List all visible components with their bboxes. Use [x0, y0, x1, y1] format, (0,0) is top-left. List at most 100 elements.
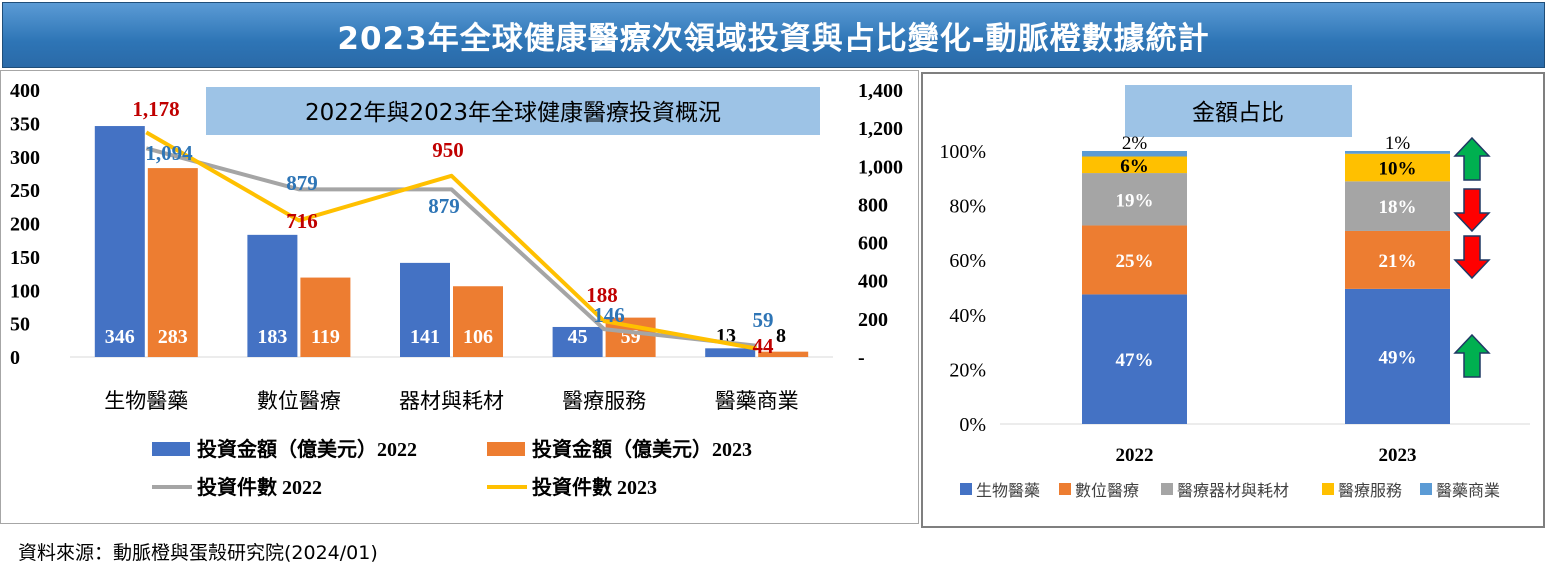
legend-swatch	[152, 442, 190, 456]
line-label-2023: 44	[753, 334, 775, 358]
bar-2022	[94, 126, 145, 357]
segment-label: 47%	[1116, 350, 1154, 371]
bar-label-2023: 283	[158, 326, 188, 348]
category-label: 醫療服務	[562, 389, 646, 413]
y-right-tick: 800	[858, 194, 888, 216]
chart-title: 2022年與2023年全球健康醫療投資概況	[305, 100, 721, 126]
line-label-2023: 716	[286, 209, 318, 233]
y-left-tick: 250	[10, 180, 40, 202]
y-tick: 60%	[949, 250, 986, 272]
stack-segment	[1345, 288, 1450, 424]
bar-2022	[705, 348, 756, 357]
legend-label: 醫藥商業	[1436, 481, 1500, 500]
category-label: 器材與耗材	[399, 389, 504, 413]
legend-label: 醫療器材與耗材	[1177, 481, 1289, 500]
y-left-tick: 300	[10, 147, 40, 169]
y-right-tick: 400	[858, 271, 888, 293]
bar-2023	[300, 277, 351, 357]
arrow-up-icon	[1453, 136, 1491, 181]
y-tick: 100%	[939, 141, 986, 163]
legend-swatch	[960, 483, 972, 495]
legend-label: 醫療服務	[1338, 481, 1402, 500]
page-title-banner: 2023年全球健康醫療次領域投資與占比變化-動脈橙數據統計	[2, 2, 1545, 68]
line-label-2022: 879	[428, 194, 460, 218]
segment-label: 25%	[1116, 251, 1154, 272]
line-label-2022: 879	[286, 171, 318, 195]
stack-segment	[1082, 151, 1187, 157]
y-left-tick: 200	[10, 214, 40, 236]
y-left-tick: 0	[10, 347, 20, 369]
legend-swatch	[1420, 483, 1432, 495]
y-right-tick: 1,000	[858, 156, 903, 178]
bar-2023	[758, 351, 809, 357]
category-label: 數位醫療	[257, 389, 341, 413]
y-right-tick: -	[858, 347, 865, 369]
bar-label-2023: 106	[463, 326, 493, 348]
arrow-down-icon	[1453, 235, 1491, 280]
category-label: 生物醫藥	[104, 389, 188, 413]
chart-title: 金額占比	[1192, 100, 1284, 126]
line-label-2023: 950	[432, 138, 464, 162]
segment-label: 18%	[1379, 197, 1417, 218]
legend-label: 數位醫療	[1075, 481, 1139, 500]
legend-swatch	[487, 442, 525, 456]
y-left-tick: 350	[10, 113, 40, 135]
y-right-tick: 1,200	[858, 118, 903, 140]
y-tick: 40%	[949, 305, 986, 327]
bar-label-2022: 346	[105, 326, 135, 348]
bar-label-2023: 119	[311, 326, 340, 348]
segment-label: 49%	[1379, 347, 1417, 368]
line-label-2022: 1,094	[145, 141, 193, 165]
source-note: 資料來源：動脈橙與蛋殼研究院(2024/01)	[18, 542, 378, 564]
bar-2023	[147, 168, 198, 357]
bar-2022	[552, 326, 603, 357]
stack-segment	[1345, 230, 1450, 289]
line-label-2022: 59	[753, 308, 774, 332]
bar-2023	[453, 286, 503, 357]
line-2022	[145, 146, 757, 348]
stack-segment	[1345, 181, 1450, 231]
stack-segment	[1345, 151, 1450, 154]
legend-swatch	[1322, 483, 1334, 495]
line-2023	[145, 130, 758, 351]
y-right-tick: 1,400	[858, 80, 903, 102]
bar-label-2022: 45	[568, 326, 588, 348]
segment-label: 10%	[1379, 159, 1417, 180]
category-label: 2022	[1116, 445, 1154, 466]
segment-label: 2%	[1122, 133, 1148, 154]
legend-swatch	[1161, 483, 1173, 495]
stack-segment	[1082, 173, 1187, 226]
legend-label: 投資件數 2022	[197, 475, 322, 499]
y-right-tick: 600	[858, 233, 888, 255]
bar-2022	[400, 262, 450, 357]
stack-segment	[1082, 156, 1187, 174]
y-tick: 20%	[949, 359, 986, 381]
stack-segment	[1345, 153, 1450, 182]
chart-title-box	[206, 87, 820, 135]
segment-label: 6%	[1120, 156, 1149, 177]
category-label: 2023	[1379, 445, 1417, 466]
y-left-tick: 400	[10, 80, 40, 102]
y-left-tick: 100	[10, 280, 40, 302]
bar-label-2023: 8	[776, 325, 786, 347]
line-label-2023: 188	[586, 283, 618, 307]
segment-label: 21%	[1379, 251, 1417, 272]
page-title: 2023年全球健康醫療次領域投資與占比變化-動脈橙數據統計	[337, 20, 1210, 57]
chart-title-box	[1125, 85, 1352, 137]
arrow-down-icon	[1453, 188, 1491, 233]
bar-label-2022: 141	[410, 326, 440, 348]
arrow-up-icon	[1453, 333, 1491, 378]
stack-segment	[1082, 294, 1187, 424]
legend-label: 投資金額（億美元）2022	[197, 437, 417, 461]
y-left-tick: 150	[10, 247, 40, 269]
legend-label: 投資金額（億美元）2023	[532, 437, 752, 461]
line-label-2022: 146	[593, 303, 625, 327]
y-right-tick: 200	[858, 309, 888, 331]
bar-2022	[247, 234, 298, 357]
line-label-2023: 1,178	[132, 97, 179, 121]
y-left-tick: 50	[10, 314, 30, 336]
legend-label: 生物醫藥	[976, 481, 1040, 500]
legend-swatch	[1059, 483, 1071, 495]
